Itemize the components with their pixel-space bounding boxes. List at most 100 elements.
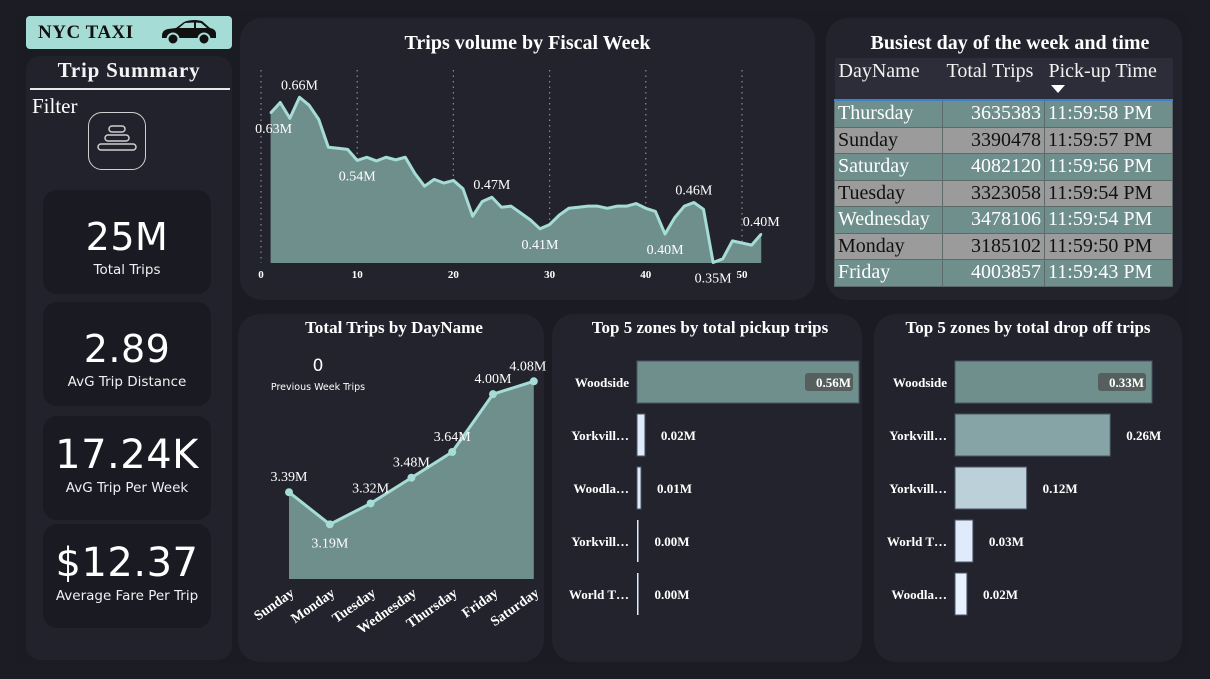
table-row[interactable]: Thursday 3635383 11:59:58 PM [834, 99, 1173, 128]
data-label: 3.64M [434, 430, 472, 445]
data-point [375, 159, 378, 162]
bar [954, 466, 1028, 510]
table-row[interactable]: Sunday 3390478 11:59:57 PM [834, 126, 1173, 154]
column-header-dayname[interactable]: DayName [834, 58, 943, 101]
cell-pickup-time: 11:59:50 PM [1044, 232, 1173, 260]
kpi-value: 17.24K [55, 432, 199, 478]
sidebar-title: Trip Summary [57, 58, 201, 82]
x-tick-label: 10 [352, 269, 364, 281]
data-point [644, 207, 647, 210]
data-point [712, 261, 715, 264]
table-row[interactable]: Monday 3185102 11:59:50 PM [834, 232, 1173, 260]
data-point [442, 182, 445, 185]
kpi-avg-trip-distance: 2.89 AvG Trip Distance [43, 302, 211, 406]
table-row[interactable]: Saturday 4082120 11:59:56 PM [834, 153, 1173, 181]
column-header-label: Pick-up Time [1048, 60, 1157, 82]
data-point [558, 214, 561, 217]
data-point [529, 377, 538, 386]
data-point [407, 473, 416, 482]
table-row[interactable]: Friday 4003857 11:59:43 PM [834, 259, 1173, 287]
data-label: 0.40M [743, 215, 781, 230]
data-label: 0.02M [983, 587, 1018, 602]
dropoff-zones-title: Top 5 zones by total drop off trips [905, 318, 1151, 337]
kpi-label: AvG Trip Per Week [65, 480, 189, 496]
y-category-label: World T… [887, 534, 947, 549]
previous-week-value: 0 [312, 356, 324, 376]
data-label: 3.19M [311, 536, 349, 551]
data-label: 3.48M [393, 456, 431, 471]
cell-dayname: Thursday [834, 99, 943, 128]
data-label: 0.63M [255, 122, 293, 137]
cell-total-trips: 4003857 [942, 259, 1045, 287]
data-point [490, 196, 493, 199]
data-point [489, 390, 497, 399]
data-point [385, 156, 388, 159]
dropoff-zones-chart: Woodside 0.33M Yorkvill… 0.26M Yorkvill… 0.12… [887, 360, 1161, 616]
data-label: 0.56M [816, 375, 851, 390]
data-point [683, 205, 686, 208]
x-tick-label: 50 [737, 269, 749, 281]
data-point [327, 146, 330, 149]
cell-dayname: Monday [834, 232, 943, 260]
data-label: 0.03M [989, 534, 1024, 549]
x-tick-label: 40 [640, 269, 652, 281]
pickup-zones-title: Top 5 zones by total pickup trips [591, 318, 829, 337]
fiscal-week-title: Trips volume by Fiscal Week [404, 32, 651, 54]
y-category-label: Woodside [575, 375, 629, 390]
area-fill [270, 97, 762, 263]
data-point [567, 207, 570, 210]
data-label: 0.00M [655, 587, 690, 602]
cell-pickup-time: 11:59:56 PM [1044, 153, 1173, 181]
data-label: 4.00M [475, 372, 513, 387]
data-label: 0.41M [522, 238, 560, 253]
data-label-bg [805, 373, 853, 391]
data-point [664, 233, 667, 236]
bar [637, 573, 639, 615]
kpi-value: $12.37 [55, 540, 199, 586]
car-icon [162, 20, 216, 46]
data-point [702, 208, 705, 211]
data-label: 0.02M [661, 428, 696, 443]
filter-button[interactable] [88, 112, 146, 170]
bar [637, 520, 639, 562]
data-label: 0.47M [473, 178, 511, 193]
data-point [404, 156, 407, 159]
kpi-value: 2.89 [83, 327, 171, 371]
bar [954, 572, 968, 616]
data-point [336, 147, 339, 150]
column-header-pickup-time[interactable]: Pick-up Time [1044, 58, 1173, 101]
data-point [615, 205, 618, 208]
pickup-zones-chart: Woodside 0.56M Yorkvill… 0.02M Woodla… 0.01M Y… [569, 360, 860, 615]
data-label: 0.26M [1126, 428, 1161, 443]
data-label: 3.32M [352, 481, 390, 496]
kpi-avg-fare: $12.37 Average Fare Per Trip [43, 524, 211, 628]
data-point [721, 257, 724, 260]
cell-pickup-time: 11:59:43 PM [1044, 259, 1173, 287]
data-point [510, 205, 513, 208]
data-point [433, 178, 436, 181]
bar [954, 413, 1111, 457]
table-row[interactable]: Wednesday 3478106 11:59:54 PM [834, 206, 1173, 234]
data-point [423, 185, 426, 188]
data-point [519, 212, 522, 215]
previous-week-label: Previous Week Trips [270, 382, 366, 393]
data-label: 0.66M [281, 78, 319, 93]
data-point [606, 207, 609, 210]
data-point [413, 172, 416, 175]
cell-total-trips: 3323058 [942, 179, 1045, 207]
data-point [298, 96, 301, 99]
column-header-total-trips[interactable]: Total Trips [942, 58, 1045, 101]
data-point [692, 201, 695, 204]
cell-total-trips: 3185102 [942, 232, 1045, 260]
data-label: 0.35M [695, 271, 733, 286]
data-label: 0.54M [339, 169, 377, 184]
y-category-label: Woodside [893, 375, 947, 390]
data-label: 0.46M [675, 183, 713, 198]
cell-dayname: Friday [834, 259, 943, 287]
table-row[interactable]: Tuesday 3323058 11:59:54 PM [834, 179, 1173, 207]
brand-banner: NYC TAXI [26, 16, 232, 49]
cell-total-trips: 3390478 [942, 126, 1045, 154]
cell-dayname: Tuesday [834, 179, 943, 207]
dayname-title: Total Trips by DayName [305, 318, 483, 337]
data-point [500, 206, 503, 209]
